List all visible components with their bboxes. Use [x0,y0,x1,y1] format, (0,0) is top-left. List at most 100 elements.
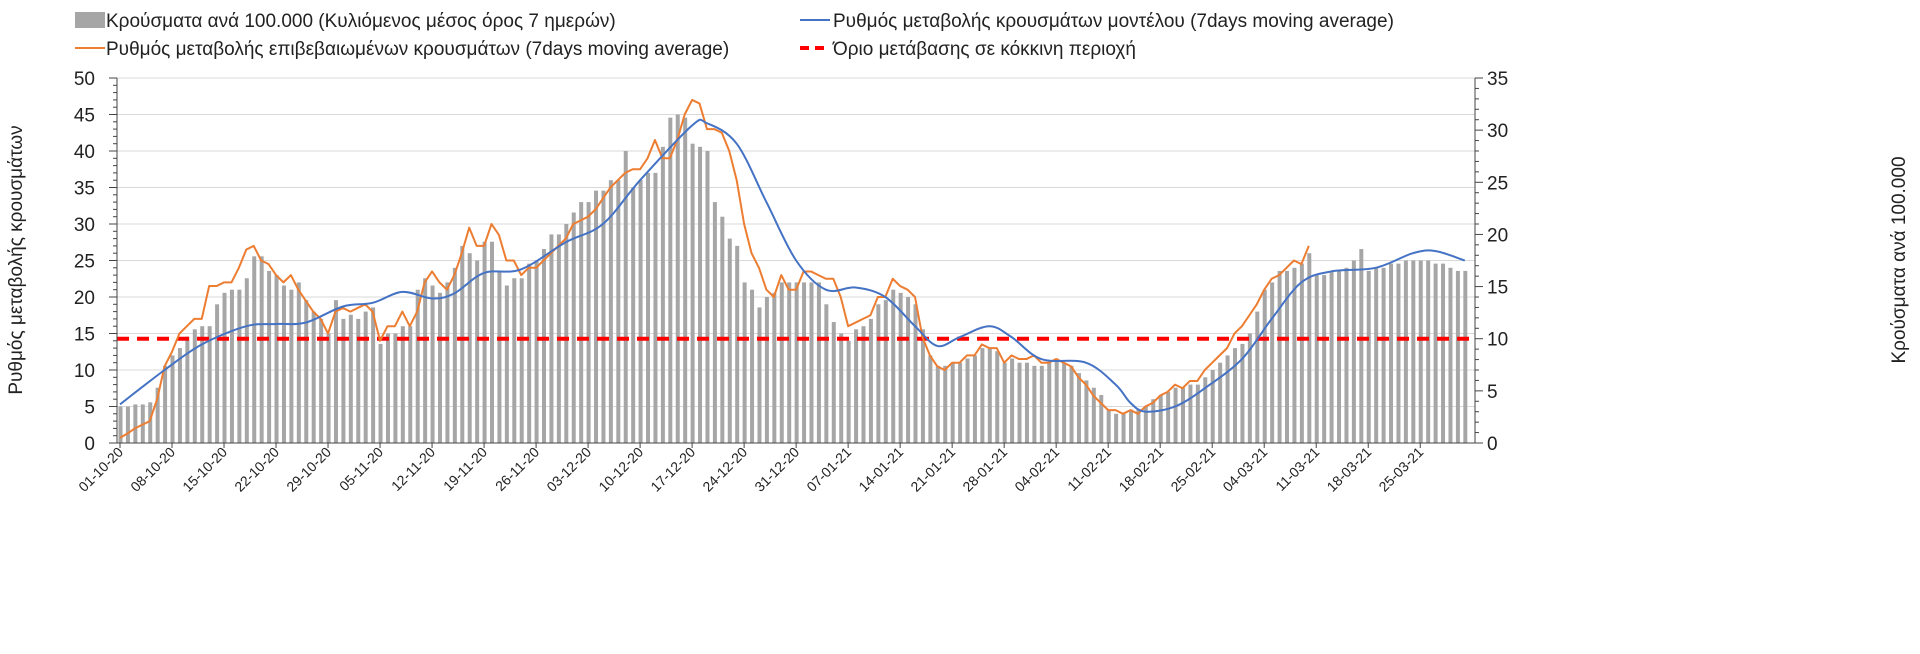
y-right-tick-label: 20 [1487,225,1508,246]
y-left-tick-label: 5 [84,398,95,419]
bar [296,282,301,443]
bar [608,180,613,443]
bar [400,326,405,443]
bar [1277,270,1282,443]
bar [341,318,346,443]
bar [668,117,673,443]
bar [267,270,272,443]
bar [757,307,762,443]
bar [1255,311,1260,443]
bar [601,190,606,443]
legend-item-model-rate[interactable]: Ρυθμός μεταβολής κρουσμάτων μοντέλου (7d… [800,11,1394,32]
bar [371,307,376,443]
bar [564,224,569,443]
y-right-tick-label: 5 [1487,382,1498,403]
bar [958,362,963,443]
y-left-tick-label: 15 [74,325,95,346]
bar [148,402,153,443]
y-axis-left-title: Ρυθμός μεταβολής κρουσμάτων [6,125,27,394]
bar [1210,370,1215,443]
bar [764,297,769,443]
x-tick-label: 03-12-20 [543,444,594,495]
x-tick-label: 17-12-20 [647,444,698,495]
bar [482,241,487,443]
bar [281,285,286,443]
bar [475,260,480,443]
x-tick-label: 04-03-21 [1219,444,1270,495]
bar [1411,260,1416,443]
bar [1032,365,1037,443]
bar [586,202,591,443]
bar [906,297,911,443]
bar [772,292,777,443]
x-tick-label: 15-10-20 [179,444,230,495]
bar [1054,358,1059,443]
legend-label-threshold: Όριο μετάβασης σε κόκκινη περιοχή [832,39,1136,60]
y-right-tick-label: 25 [1487,173,1508,194]
bar [1351,260,1356,443]
bar [1329,270,1334,443]
bar [333,300,338,443]
bar [943,365,948,443]
bar [1292,267,1297,443]
bar [1418,260,1423,443]
bar [1270,282,1275,443]
y-left-tick-label: 40 [74,142,95,163]
bar [549,234,554,443]
bar [1396,263,1401,443]
legend: Κρούσματα ανά 100.000 (Κυλιόμενος μέσος … [75,11,1394,60]
bar [1195,384,1200,443]
bar [913,304,918,443]
x-tick-label: 14-01-21 [855,444,906,495]
bar [274,275,279,443]
bar [356,318,361,443]
legend-label-model-rate: Ρυθμός μεταβολής κρουσμάτων μοντέλου (7d… [833,11,1394,32]
bar [460,245,465,443]
x-tick-label: 11-02-21 [1064,444,1114,494]
legend-label-confirmed-rate: Ρυθμός μεταβολής επιβεβαιωμένων κρουσμάτ… [106,39,729,60]
bar [653,172,658,443]
x-tick-label: 21-01-21 [907,444,958,495]
bar [1337,270,1342,443]
bar [1076,373,1081,443]
bar [1091,387,1096,443]
bar [1225,355,1230,443]
y-right-tick-label: 0 [1487,434,1498,455]
legend-label-cases: Κρούσματα ανά 100.000 (Κυλιόμενος μέσος … [106,11,616,32]
bar [727,238,732,443]
bar [1180,387,1185,443]
bar [304,300,309,443]
bar [1240,343,1245,443]
bar [289,289,294,443]
bar [831,322,836,443]
x-tick-label: 01-10-20 [75,444,126,495]
legend-item-cases[interactable]: Κρούσματα ανά 100.000 (Κυλιόμενος μέσος … [75,11,616,32]
bar [802,282,807,443]
x-tick-label: 26-11-20 [492,444,542,494]
bar [987,348,992,443]
y-left-tick-label: 45 [74,106,95,127]
bar [1158,395,1163,443]
bar [408,326,413,443]
bar [1381,267,1386,443]
x-tick-label: 29-10-20 [283,444,334,495]
bar [1359,249,1364,443]
bar [423,278,428,443]
bar [445,282,450,443]
legend-item-threshold[interactable]: Όριο μετάβασης σε κόκκινη περιοχή [800,39,1136,60]
bar [846,340,851,443]
x-tick-label: 12-11-20 [388,444,438,494]
x-tick-label: 25-03-21 [1375,444,1426,495]
bar [1024,362,1029,443]
bar [980,348,985,443]
bar [1389,263,1394,443]
bar [1233,348,1237,443]
bar [252,256,257,443]
bar [898,292,903,443]
bar [712,202,717,443]
bar [646,172,651,443]
bar [972,355,977,443]
bar [1441,263,1446,443]
bar [222,292,227,443]
legend-item-confirmed-rate[interactable]: Ρυθμός μεταβολής επιβεβαιωμένων κρουσμάτ… [75,39,729,60]
